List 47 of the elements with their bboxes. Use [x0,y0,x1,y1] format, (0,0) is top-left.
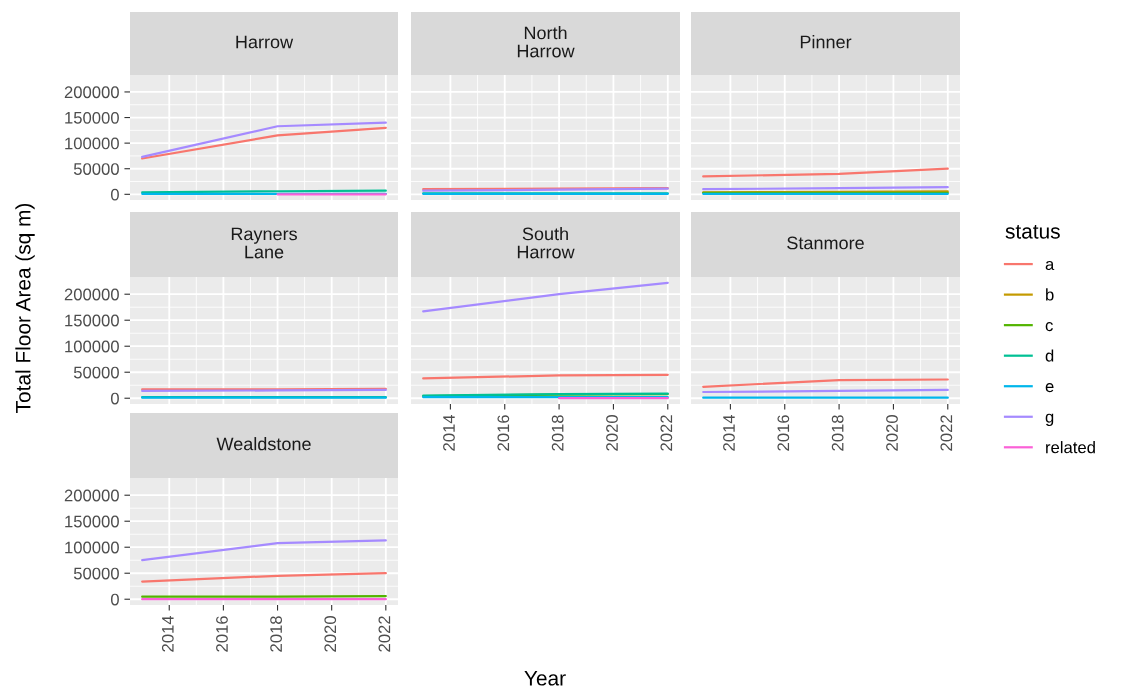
y-tick-label: 50000 [73,163,119,175]
legend-label: b [1046,288,1054,301]
legend-label: e [1045,383,1054,393]
x-tick-label: 2014 [723,414,735,451]
x-tick-label: 2014 [443,414,455,451]
legend-title: status [1005,225,1060,239]
x-tick-label: 2022 [378,616,391,652]
y-tick-label: 100000 [65,541,119,554]
chart-title: North Harrow [517,26,575,58]
x-tick-label: 2020 [324,616,337,652]
legend-label: c [1045,322,1053,332]
y-tick-label: 150000 [65,111,119,124]
legend-label: a [1045,260,1055,271]
chart-title: Harrow [236,35,294,49]
chart-title: Pinner [800,35,852,49]
x-tick-label: 2016 [777,415,790,451]
x-tick-label: 2016 [216,616,228,652]
chart-title: Stanmore [787,236,864,250]
y-tick-label: 200000 [64,288,119,301]
y-tick-label: 100000 [65,340,119,353]
chart-title: Rayners Lane [231,227,297,259]
y-axis-title: Total Floor Area (sq m) [15,203,35,413]
legend-label: related [1046,441,1095,454]
y-tick-label: 0 [110,392,119,405]
x-tick-label: 2018 [831,415,844,451]
y-tick-label: 0 [110,593,119,606]
x-tick-label: 2016 [497,415,510,451]
legend-label: d [1045,349,1054,362]
y-tick-label: 100000 [65,137,119,150]
x-tick-label: 2014 [161,615,174,652]
x-tick-label: 2018 [270,616,283,652]
y-tick-label: 150000 [65,515,119,528]
y-tick-label: 200000 [64,86,119,99]
x-tick-label: 2018 [551,415,564,451]
chart-title: Wealdstone [216,437,311,451]
x-axis-title: Year [524,671,566,686]
x-tick-label: 2022 [940,415,953,451]
legend-label: g [1045,413,1054,427]
x-tick-label: 2022 [660,415,673,451]
x-tick-label: 2020 [606,415,618,451]
y-tick-label: 50000 [73,567,119,580]
chart-title: South Harrow [517,227,575,259]
y-tick-label: 50000 [73,366,119,379]
y-tick-label: 200000 [64,489,119,502]
y-tick-label: 0 [110,188,119,201]
y-tick-label: 150000 [65,314,119,327]
x-tick-label: 2020 [886,415,898,451]
